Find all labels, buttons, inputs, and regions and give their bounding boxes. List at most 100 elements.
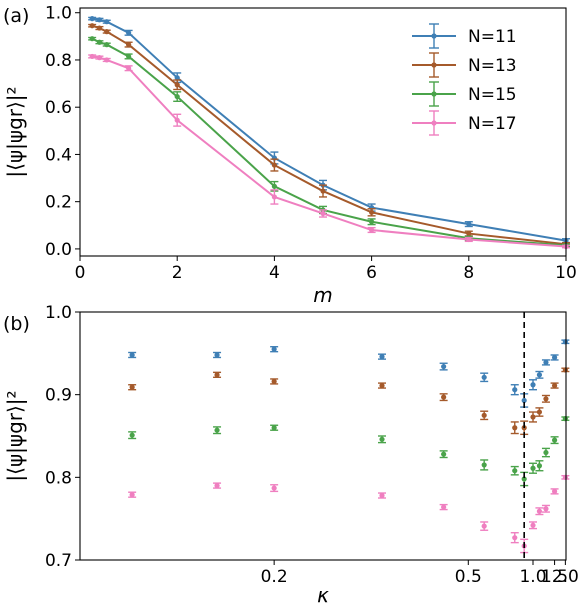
data-point: [562, 474, 568, 480]
data-point: [536, 463, 543, 469]
legend-label: N=11: [468, 27, 517, 47]
data-point: [129, 492, 135, 498]
data-point: [466, 230, 472, 237]
data-point: [481, 462, 487, 468]
y-tick-label: 0.9: [45, 386, 72, 406]
data-point: [214, 352, 220, 358]
data-point: [441, 451, 447, 457]
data-point: [104, 19, 110, 25]
data-point: [466, 236, 472, 243]
x-tick-label: 2: [172, 263, 183, 283]
series-n17: [88, 53, 570, 250]
y-axis-label: |⟨ψ|ψgr⟩|²: [3, 390, 27, 481]
data-point: [174, 82, 180, 88]
data-point: [551, 437, 558, 443]
data-point: [96, 39, 103, 45]
data-point: [126, 30, 132, 36]
data-point: [320, 188, 326, 194]
data-point: [441, 363, 447, 370]
legend-label: N=15: [468, 85, 517, 105]
data-point: [89, 16, 95, 22]
data-point: [543, 396, 549, 402]
data-point: [271, 162, 277, 168]
legend-marker: [431, 62, 437, 68]
legend-entry: N=13: [412, 52, 517, 78]
data-point: [214, 372, 220, 378]
data-point: [126, 53, 132, 60]
data-point: [521, 476, 527, 482]
data-point: [562, 416, 568, 422]
data-point: [481, 412, 487, 418]
y-tick-label: 0.0: [45, 240, 72, 260]
data-point: [441, 394, 447, 400]
data-point: [129, 352, 135, 358]
data-point: [104, 29, 110, 35]
legend-marker: [431, 33, 437, 39]
x-tick-label: 8: [463, 263, 474, 283]
data-point: [271, 425, 277, 431]
x-tick-label: 6: [366, 263, 377, 283]
series-n17: [128, 474, 570, 554]
data-point: [129, 432, 135, 438]
y-tick-label: 0.6: [45, 98, 72, 118]
series-n13: [128, 367, 570, 436]
legend-entry: N=15: [412, 81, 517, 107]
legend-entry: N=11: [412, 23, 517, 49]
panel-label: (a): [3, 5, 29, 27]
y-tick-label: 0.8: [45, 468, 72, 488]
data-point: [536, 508, 543, 514]
data-point: [466, 221, 472, 227]
data-point: [551, 382, 558, 389]
data-point: [512, 387, 518, 393]
data-point: [530, 522, 536, 528]
data-point: [369, 209, 375, 215]
data-point: [104, 57, 110, 63]
data-point: [369, 219, 375, 225]
data-point: [543, 506, 549, 512]
data-point: [481, 523, 487, 529]
y-tick-label: 0.8: [45, 51, 72, 71]
data-point: [214, 483, 220, 489]
panel-b: 0.2 0.5 1.01.52.00.70.80.91.0κ|⟨ψ|ψgr⟩|²(b…: [3, 303, 579, 607]
data-point: [536, 372, 543, 378]
data-point: [174, 117, 180, 123]
data-point: [271, 183, 277, 189]
legend: N=11 N=13 N=15 N=17: [412, 23, 517, 136]
legend-label: N=17: [468, 114, 517, 134]
data-point: [271, 346, 277, 352]
panel-a: 0 2 4 6 8 10 0.0 0.2 0.4 0.6 0.8 1.0 m |⟨ψ|ψgr⟩|² (a) N…: [3, 4, 577, 307]
data-point: [89, 23, 95, 29]
plot-frame: [79, 7, 567, 257]
data-point: [104, 42, 110, 48]
data-point: [379, 492, 385, 499]
plot-frame: [79, 311, 567, 561]
data-point: [96, 17, 103, 23]
panel-label: (b): [3, 313, 30, 335]
x-tick-label: 1.0: [519, 567, 546, 587]
data-point: [369, 227, 375, 233]
data-point: [174, 75, 180, 81]
data-point: [96, 25, 103, 31]
data-point: [536, 409, 543, 415]
data-point: [543, 449, 549, 456]
data-point: [271, 378, 277, 385]
x-tick-label: 0: [75, 263, 86, 283]
x-tick-label: 0.5: [455, 567, 482, 587]
data-point: [562, 367, 568, 373]
data-point: [271, 194, 277, 200]
data-point: [379, 436, 385, 442]
legend-marker: [431, 120, 437, 126]
data-point: [530, 465, 536, 471]
data-point: [379, 382, 385, 389]
data-point: [441, 504, 447, 510]
data-point: [214, 427, 220, 433]
series-n15: [128, 416, 570, 487]
y-tick-label: 1.0: [45, 303, 72, 323]
data-point: [562, 339, 568, 345]
legend-entry: N=17: [412, 110, 517, 136]
x-tick-label: 0.2: [261, 567, 288, 587]
data-point: [89, 36, 95, 42]
x-axis-label: m: [313, 283, 332, 307]
y-axis-label: |⟨ψ|ψgr⟩|²: [3, 86, 27, 177]
